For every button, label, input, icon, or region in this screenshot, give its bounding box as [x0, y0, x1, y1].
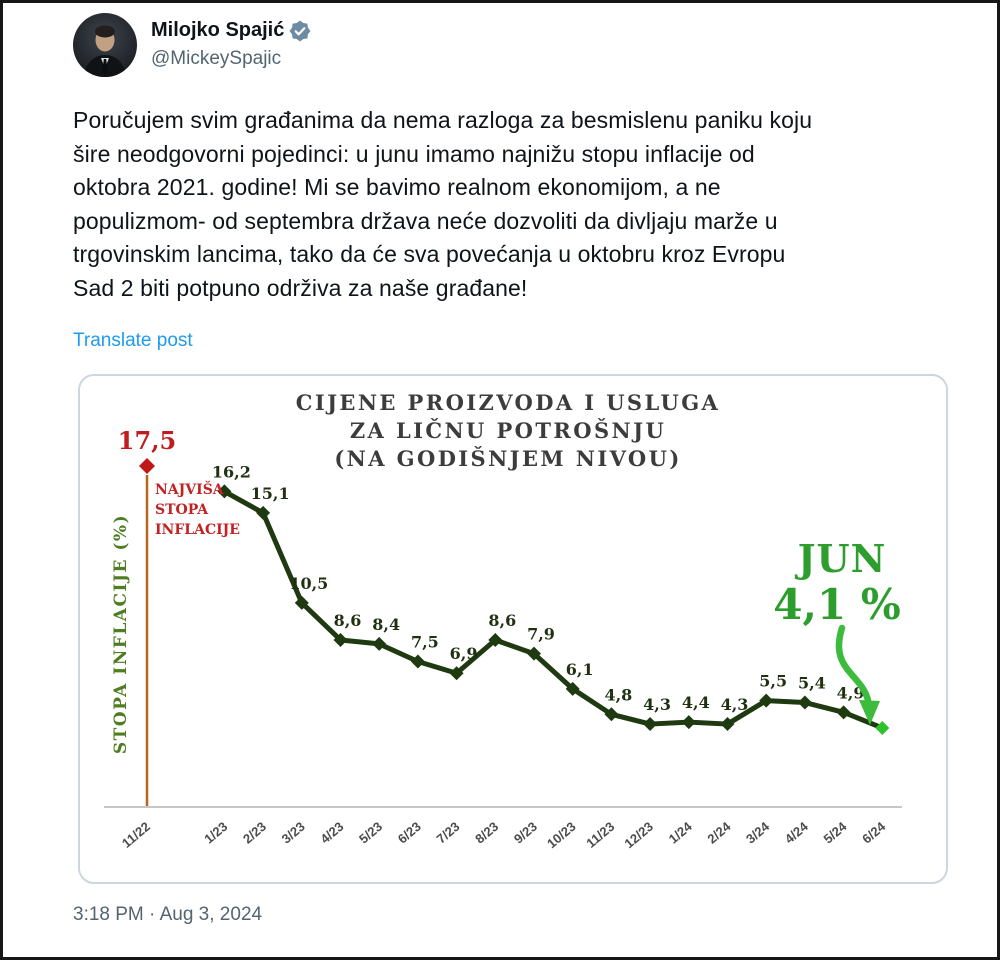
- peak-caption-line: STOPA: [155, 502, 209, 518]
- value-label: 5,5: [759, 672, 787, 691]
- post-timestamp[interactable]: 3:18 PM · Aug 3, 2024: [73, 904, 263, 925]
- marker-point: [449, 666, 464, 681]
- value-label: 5,4: [798, 674, 826, 693]
- x-tick-label: 10/23: [544, 819, 579, 851]
- author-handle: @MickeySpajic: [151, 48, 282, 69]
- x-tick-label: 6/24: [859, 818, 889, 846]
- x-tick-label: 6/23: [395, 819, 424, 847]
- x-tick-label: 1/23: [201, 819, 230, 847]
- marker-point: [836, 705, 851, 720]
- arrow-curve-icon: [835, 624, 873, 710]
- x-tick-label: 11/23: [583, 819, 617, 851]
- value-label: 4,3: [721, 695, 749, 714]
- marker-point: [410, 654, 425, 669]
- value-label: 15,1: [251, 484, 290, 503]
- x-tick-label: 11/22: [119, 819, 153, 851]
- x-tick-label: 1/24: [666, 818, 696, 846]
- value-label: 4,9: [837, 683, 865, 702]
- marker-point: [681, 715, 696, 730]
- tweet-text-line: Sad 2 biti potpuno održiva za naše građa…: [73, 274, 528, 301]
- marker-point: [372, 636, 387, 651]
- marker-point: [333, 632, 348, 647]
- inflation-chart: CIJENE PROIZVODA I USLUGA ZA LIČNU POTROŠ…: [104, 390, 902, 851]
- value-label: 8,6: [488, 611, 516, 630]
- marker-point: [720, 717, 735, 732]
- marker-point: [643, 717, 658, 732]
- author-row: Milojko Spajić: [151, 19, 311, 42]
- value-label: 10,5: [289, 574, 328, 593]
- arrow-head-icon: [859, 700, 880, 725]
- chart-title: CIJENE PROIZVODA I USLUGA: [296, 390, 721, 415]
- latest-value-label: 4,1 %: [773, 580, 901, 629]
- tweet-text: Poručujem svim građanima da nema razloga…: [73, 104, 953, 305]
- value-label: 7,9: [527, 625, 555, 644]
- marker-point: [217, 484, 232, 499]
- tweet-text-line: šire neodgovorni pojedinci: u junu imamo…: [73, 140, 755, 167]
- x-tick-label: 9/23: [511, 819, 540, 847]
- avatar[interactable]: [73, 13, 137, 77]
- chart-title: (NA GODIŠNJEM NIVOU): [334, 446, 681, 471]
- tweet-text-line: populizmom- od septembra država neće doz…: [73, 207, 778, 234]
- value-label: 4,4: [682, 693, 710, 712]
- tweet-text-line: trgovinskim lancima, tako da će sva pove…: [73, 241, 786, 267]
- marker-point: [488, 632, 503, 647]
- x-tick-label: 4/24: [782, 818, 812, 846]
- marker-point: [294, 595, 309, 610]
- marker-point: [759, 693, 774, 708]
- verified-badge-icon: [289, 20, 311, 41]
- marker-point: [256, 505, 271, 520]
- value-label: 8,6: [334, 611, 362, 630]
- inflation-chart-media[interactable]: CIJENE PROIZVODA I USLUGA ZA LIČNU POTROŠ…: [78, 374, 948, 884]
- marker-peak: [139, 458, 155, 474]
- marker-latest: [875, 720, 890, 735]
- x-tick-label: 3/24: [743, 818, 773, 846]
- value-label: 6,1: [566, 660, 594, 679]
- x-tick-label: 2/24: [704, 818, 734, 846]
- marker-point: [797, 695, 812, 710]
- x-tick-label: 5/24: [820, 818, 850, 846]
- avatar-portrait: [73, 13, 137, 77]
- value-label: 4,8: [604, 685, 632, 704]
- x-tick-label: 12/23: [621, 819, 656, 851]
- x-tick-label: 3/23: [279, 819, 308, 847]
- value-label: 6,9: [450, 644, 478, 663]
- value-label: 7,5: [411, 633, 439, 652]
- peak-caption-line: NAJVIŠA: [155, 480, 225, 498]
- x-tick-label: 2/23: [240, 819, 269, 847]
- author-name: Milojko Spajić: [151, 19, 285, 41]
- latest-month-label: JUN: [795, 536, 887, 581]
- x-tick-label: 4/23: [317, 819, 346, 847]
- value-label: 4,3: [643, 695, 671, 714]
- peak-caption-line: INFLACIJE: [155, 522, 240, 538]
- marker-point: [527, 646, 541, 661]
- y-axis-label: STOPA INFLACIJE (%): [111, 514, 131, 754]
- translate-post-link[interactable]: Translate post: [73, 330, 193, 351]
- tweet-text-line: oktobra 2021. godine! Mi se bavimo realn…: [73, 174, 721, 200]
- x-tick-label: 5/23: [356, 819, 385, 847]
- x-tick-label: 8/23: [472, 819, 501, 847]
- x-tick-label: 7/23: [433, 819, 462, 847]
- marker-point: [604, 707, 619, 722]
- marker-point: [565, 681, 580, 696]
- value-label: 8,4: [372, 615, 400, 634]
- value-label: 16,2: [212, 462, 251, 481]
- chart-title: ZA LIČNU POTROŠNJU: [350, 418, 666, 443]
- tweet-text-line: Poručujem svim građanima da nema razloga…: [73, 107, 813, 133]
- peak-value-label: 17,5: [118, 426, 176, 455]
